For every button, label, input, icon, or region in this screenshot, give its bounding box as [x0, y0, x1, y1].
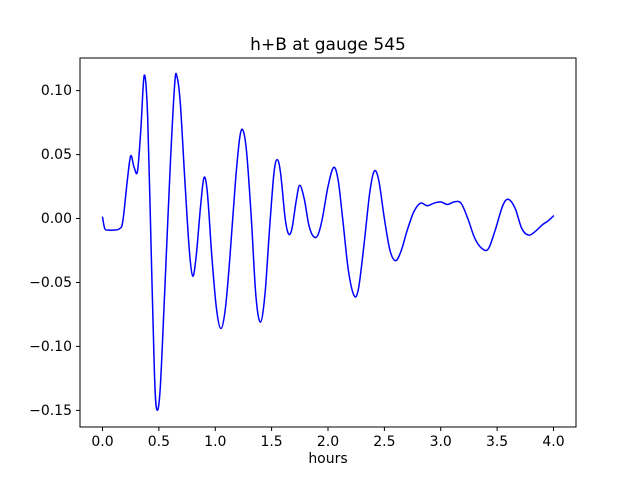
y-tick-label: −0.10: [29, 339, 72, 355]
x-axis-ticks: 0.0 0.5 1.0 1.5 2.0 2.5 3.0 3.5 4.0: [91, 427, 565, 450]
chart-title: h+B at gauge 545: [250, 35, 406, 55]
x-axis-label: hours: [308, 451, 347, 467]
plot-background: [80, 58, 576, 427]
x-tick-label: 2.0: [317, 434, 339, 450]
x-tick-label: 3.5: [486, 434, 508, 450]
y-axis-ticks: −0.15 −0.10 −0.05 0.00 0.05 0.10: [29, 83, 80, 419]
plot-border: [79, 57, 577, 428]
x-tick-label: 0.0: [91, 434, 113, 450]
x-tick-label: 1.5: [260, 434, 282, 450]
x-tick-label: 1.0: [204, 434, 226, 450]
data-line: [101, 72, 555, 412]
y-tick-label: −0.05: [29, 275, 72, 291]
y-tick-label: 0.10: [41, 83, 72, 99]
y-tick-label: 0.00: [41, 211, 72, 227]
y-tick-label: 0.05: [41, 147, 72, 163]
y-tick-label: −0.15: [29, 403, 72, 419]
x-tick-label: 2.5: [373, 434, 395, 450]
x-tick-label: 3.0: [430, 434, 452, 450]
x-tick-label: 0.5: [148, 434, 170, 450]
x-tick-label: 4.0: [542, 434, 564, 450]
